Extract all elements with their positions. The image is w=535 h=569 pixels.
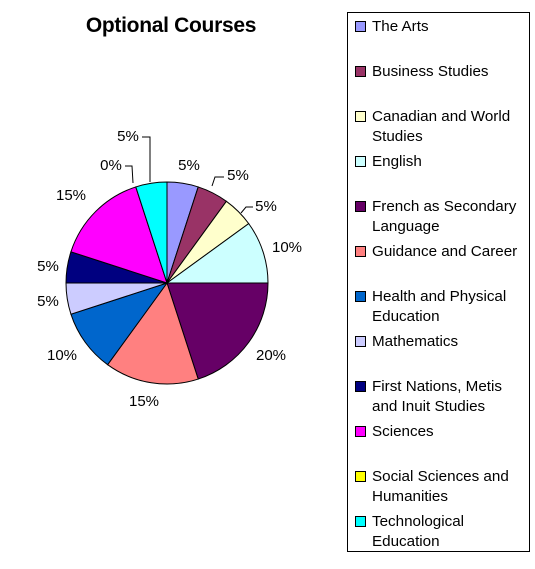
leader-line-3 bbox=[240, 206, 253, 214]
legend-item-4: English bbox=[355, 152, 525, 172]
legend-label: Business Studies bbox=[372, 63, 489, 80]
legend-item-10: Sciences bbox=[355, 422, 525, 442]
pie-chart: 5% 5% 5% 10% 20% 15% 10% 5% 5% 15% 0% 5% bbox=[37, 128, 302, 410]
legend-swatch bbox=[355, 21, 366, 32]
legend-label: English bbox=[372, 153, 422, 170]
legend-swatch bbox=[355, 381, 366, 392]
legend-label: Sciences bbox=[372, 423, 434, 440]
legend-label: Guidance and Career bbox=[372, 243, 518, 260]
leader-line-11 bbox=[125, 165, 134, 184]
pie-slice-10 bbox=[70, 186, 168, 284]
legend-swatch bbox=[355, 336, 366, 347]
legend-item-8: Mathematics bbox=[355, 332, 525, 352]
legend-item-12: Technological Education bbox=[355, 512, 525, 552]
legend-label: French as Secondary Language bbox=[372, 198, 517, 235]
legend-item-5: French as Secondary Language bbox=[355, 197, 525, 237]
data-label-1: 5% bbox=[178, 157, 200, 174]
data-label-12: 5% bbox=[117, 128, 139, 145]
data-label-8: 5% bbox=[37, 293, 59, 310]
legend-swatch bbox=[355, 246, 366, 257]
data-label-7: 10% bbox=[47, 347, 77, 364]
legend-label: Health and Physical Education bbox=[372, 288, 507, 325]
legend-swatch bbox=[355, 66, 366, 77]
data-label-10: 15% bbox=[56, 187, 86, 204]
data-label-11: 0% bbox=[100, 157, 122, 174]
legend-label: Canadian and World Studies bbox=[372, 108, 511, 145]
leader-line-2 bbox=[211, 176, 224, 187]
pie-slice-12 bbox=[135, 181, 168, 284]
legend-label: Technological Education bbox=[372, 513, 465, 550]
pie-slice-5 bbox=[166, 282, 269, 380]
legend-label: Mathematics bbox=[372, 333, 459, 350]
data-label-6: 15% bbox=[129, 393, 159, 410]
legend-item-11: Social Sciences and Humanities bbox=[355, 467, 525, 507]
legend-swatch bbox=[355, 156, 366, 167]
leader-line-12 bbox=[142, 136, 151, 182]
data-label-3: 5% bbox=[255, 198, 277, 215]
data-label-2: 5% bbox=[227, 167, 249, 184]
legend-swatch bbox=[355, 516, 366, 527]
legend-item-7: Health and Physical Education bbox=[355, 287, 525, 327]
data-label-9: 5% bbox=[37, 258, 59, 275]
legend-swatch bbox=[355, 471, 366, 482]
legend: The Arts Business Studies Canadian and Wor… bbox=[347, 12, 530, 552]
legend-swatch bbox=[355, 291, 366, 302]
legend-item-1: The Arts bbox=[355, 17, 525, 37]
data-label-4: 10% bbox=[272, 239, 302, 256]
legend-label: First Nations, Metis and Inuit Studies bbox=[372, 378, 502, 415]
legend-swatch bbox=[355, 426, 366, 437]
data-label-5: 20% bbox=[256, 347, 286, 364]
legend-item-9: First Nations, Metis and Inuit Studies bbox=[355, 377, 525, 417]
legend-swatch bbox=[355, 111, 366, 122]
legend-item-6: Guidance and Career bbox=[355, 242, 525, 262]
legend-label: Social Sciences and Humanities bbox=[372, 468, 509, 505]
legend-item-2: Business Studies bbox=[355, 62, 525, 82]
legend-item-3: Canadian and World Studies bbox=[355, 107, 525, 147]
legend-swatch bbox=[355, 201, 366, 212]
pie-slice-6 bbox=[106, 281, 199, 385]
legend-label: The Arts bbox=[372, 18, 429, 35]
chart-title: Optional Courses bbox=[85, 14, 257, 37]
